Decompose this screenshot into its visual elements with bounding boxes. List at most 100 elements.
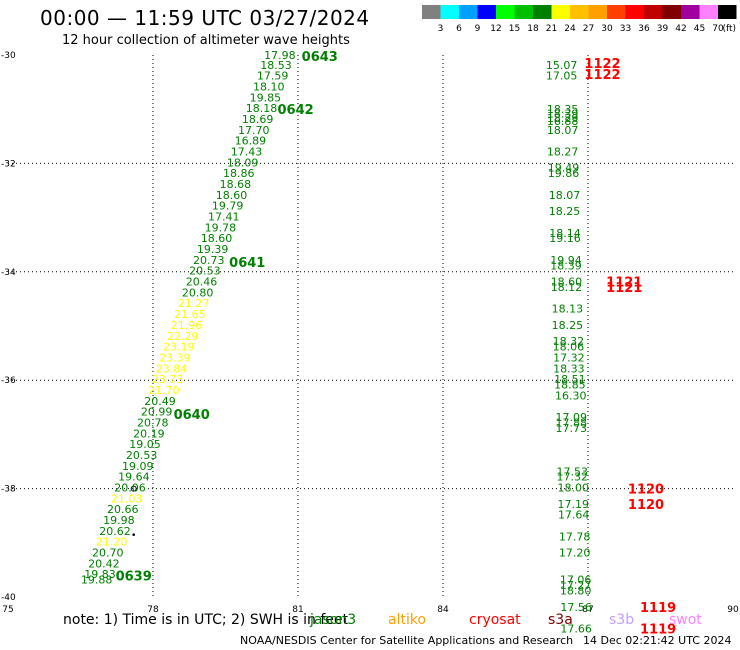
data-point-label: 21.96 xyxy=(171,319,203,332)
colorbar-tick-label: 6 xyxy=(456,24,462,34)
time-label: 1122 xyxy=(584,57,620,72)
data-point-label: 20.49 xyxy=(144,395,176,408)
y-tick-label: -40 xyxy=(1,593,16,603)
data-point-label: 19.49 xyxy=(548,162,580,175)
time-label: 1119 xyxy=(640,622,676,637)
data-point-label: 18.33 xyxy=(553,362,585,375)
data-point-label: 23.84 xyxy=(156,362,188,375)
legend-mission-swot: swot xyxy=(669,612,702,628)
time-label: 1122 xyxy=(584,68,620,83)
data-point-label: 18.13 xyxy=(552,303,584,316)
data-point-label: 23.19 xyxy=(163,341,195,354)
data-point-label: 17.53 xyxy=(557,465,589,478)
data-point-label: 18.09 xyxy=(227,156,259,169)
data-point-label: 19.88 xyxy=(81,574,113,587)
data-point-label: 17.73 xyxy=(556,422,588,435)
time-label: 0641 xyxy=(229,256,265,271)
data-point-label: 18.86 xyxy=(223,167,255,180)
data-point-label: 18.18 xyxy=(246,102,278,115)
data-point-label: 19.85 xyxy=(250,91,282,104)
data-point-label: 20.19 xyxy=(133,427,165,440)
markers xyxy=(130,485,137,536)
data-point-label: 19.64 xyxy=(118,471,150,484)
data-point-label: 17.59 xyxy=(257,70,289,83)
data-point-label: 17.43 xyxy=(231,145,263,158)
data-point-label: 19.98 xyxy=(103,514,135,527)
data-point-label: 18.60 xyxy=(216,189,248,202)
data-point-label: 18.85 xyxy=(554,379,586,392)
x-tick-label: 81 xyxy=(292,605,303,615)
time-label: 0640 xyxy=(174,408,210,423)
data-point-label: 19.86 xyxy=(548,167,580,180)
marker-dot xyxy=(132,533,135,536)
data-point-label: 18.35 xyxy=(547,103,579,116)
data-point-label: 20.80 xyxy=(182,286,214,299)
data-point-label: 17.70 xyxy=(238,124,270,137)
data-point-label: 15.07 xyxy=(546,59,578,72)
colorbar-tick-label: 3 xyxy=(438,24,444,34)
footer-credit: NOAA/NESDIS Center for Satellite Applica… xyxy=(240,634,574,647)
data-point-label: 20.66 xyxy=(107,503,139,516)
data-point-label: 19.16 xyxy=(549,232,581,245)
colorbar-swatch xyxy=(718,5,737,19)
legend-mission-s3b: s3b xyxy=(609,612,635,628)
colorbar-swatch xyxy=(644,5,663,19)
data-point-label: 19.83 xyxy=(84,568,116,581)
data-point-label: 21.03 xyxy=(111,492,143,505)
data-point-label: 18.25 xyxy=(552,319,584,332)
time-label: 0642 xyxy=(277,103,313,118)
data-point-label: 17.64 xyxy=(558,509,590,522)
data-point-label: 20.06 xyxy=(114,482,146,495)
data-point-label: 18.80 xyxy=(560,584,592,597)
legend-mission-s3a: s3a xyxy=(548,612,573,628)
data-point-label: 16.89 xyxy=(235,135,267,148)
chart-title: 00:00 — 11:59 UTC 03/27/2024 xyxy=(40,6,370,30)
colorbar-tick-label: 18 xyxy=(527,24,539,34)
data-point-label: 17.88 xyxy=(556,416,588,429)
data-point-label: 20.62 xyxy=(99,525,131,538)
legend-note: note: 1) Time is in UTC; 2) SWH is in fe… xyxy=(63,612,349,628)
grid-lines xyxy=(8,55,733,597)
x-tick-label: 78 xyxy=(147,605,159,615)
data-point-label: 17.20 xyxy=(559,547,591,560)
colorbar-tick-label: 70 xyxy=(712,24,724,34)
colorbar-swatch xyxy=(514,5,533,19)
colorbar-tick-label: 12 xyxy=(490,24,501,34)
data-point-label: 18.53 xyxy=(260,59,292,72)
data-point-label: 17.78 xyxy=(559,530,591,543)
data-point-label: 19.05 xyxy=(129,438,161,451)
data-point-label: 17.05 xyxy=(546,70,578,83)
time-label: 1120 xyxy=(628,498,664,513)
data-point-label: 18.10 xyxy=(253,80,285,93)
data-point-label: 20.99 xyxy=(141,406,173,419)
colorbar-swatch xyxy=(440,5,459,19)
time-label: 1121 xyxy=(606,281,642,296)
colorbar-tick-label: 24 xyxy=(564,24,576,34)
x-tick-label: 87 xyxy=(582,605,593,615)
time-label: 1119 xyxy=(640,601,676,616)
colorbar-swatch xyxy=(459,5,478,19)
y-tick-label: -34 xyxy=(1,268,16,278)
data-point-label: 22.29 xyxy=(167,330,199,343)
legend-mission-cryosat: cryosat xyxy=(469,612,521,628)
colorbar-swatch xyxy=(533,5,552,19)
colorbar-swatch xyxy=(607,5,626,19)
data-point-label: 20.70 xyxy=(92,547,124,560)
data-point-label: 19.09 xyxy=(122,460,154,473)
data-point-label: 19.78 xyxy=(205,221,237,234)
time-label: 1120 xyxy=(628,483,664,498)
colorbar-unit: (ft) xyxy=(723,24,737,34)
data-point-label: 18.29 xyxy=(547,112,579,125)
x-tick-label: 90 xyxy=(727,605,739,615)
data-point-label: 18.60 xyxy=(201,232,233,245)
colorbar-legend: 3 6 9 12 15 18 21 24 27 30 33 36 39 42 45 70(ft) xyxy=(422,5,737,34)
data-point-label: 16.88 xyxy=(547,115,579,128)
data-point-label: 18.69 xyxy=(242,113,274,126)
y-tick-label: -36 xyxy=(1,376,16,386)
data-point-label: 21.70 xyxy=(148,384,180,397)
y-tick-label: -38 xyxy=(1,485,16,495)
chart-subtitle: 12 hour collection of altimeter wave hei… xyxy=(62,33,350,48)
data-point-label: 19.79 xyxy=(212,200,244,213)
data-point-label: 17.27 xyxy=(560,579,592,592)
